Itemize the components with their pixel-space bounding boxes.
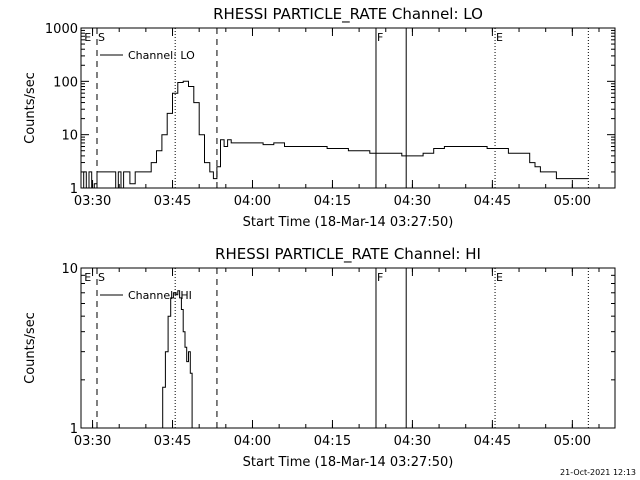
x-tick-label: 04:45 (474, 434, 511, 449)
x-tick-label: 05:00 (554, 194, 591, 209)
event-marker-label: F (377, 271, 383, 284)
x-axis-label: Start Time (18-Mar-14 03:27:50) (243, 215, 454, 230)
x-tick-label: 04:45 (474, 194, 511, 209)
x-tick-label: 04:15 (314, 434, 351, 449)
y-tick-label: 1 (70, 182, 78, 197)
x-tick-label: 04:00 (234, 194, 271, 209)
event-marker-label: E (496, 271, 503, 284)
event-marker-label: E (496, 31, 503, 44)
y-axis-label: Counts/sec (23, 72, 38, 144)
y-tick-label: 1000 (45, 22, 78, 37)
y-tick-label: 10 (61, 262, 78, 277)
x-tick-label: 04:00 (234, 434, 271, 449)
print-timestamp: 21-Oct-2021 12:13 (560, 468, 636, 477)
series-line (81, 80, 589, 189)
x-tick-label: 04:30 (394, 434, 431, 449)
lo-channel-panel: RHESSI PARTICLE_RATE Channel: LO 03:30 03:… (23, 5, 616, 230)
y-tick-label: 10 (61, 129, 78, 144)
event-marker-label: E (84, 31, 91, 44)
x-tick-label: 04:15 (314, 194, 351, 209)
y-tick-label: 100 (53, 75, 78, 90)
x-axis-label: Start Time (18-Mar-14 03:27:50) (243, 455, 454, 470)
hi-channel-panel: RHESSI PARTICLE_RATE Channel: HI 03:30 03:… (23, 245, 616, 470)
legend-label: Channel: HI (128, 289, 192, 302)
chart-title: RHESSI PARTICLE_RATE Channel: HI (215, 245, 481, 264)
y-tick-label: 1 (70, 422, 78, 437)
event-marker-label: F (377, 31, 383, 44)
legend-label: Channel: LO (128, 49, 195, 62)
event-marker-label: S (98, 271, 105, 284)
x-tick-label: 03:30 (74, 194, 111, 209)
x-tick-label: 04:30 (394, 194, 431, 209)
y-axis-label: Counts/sec (23, 312, 38, 384)
x-tick-label: 03:45 (154, 194, 191, 209)
event-marker-label: S (98, 31, 105, 44)
event-marker-label: E (84, 271, 91, 284)
x-tick-label: 03:30 (74, 434, 111, 449)
x-tick-label: 05:00 (554, 434, 591, 449)
x-tick-label: 03:45 (154, 434, 191, 449)
plot-frame (80, 267, 616, 429)
series-line (160, 290, 193, 429)
plot-frame (80, 27, 616, 189)
chart-title: RHESSI PARTICLE_RATE Channel: LO (213, 5, 483, 24)
